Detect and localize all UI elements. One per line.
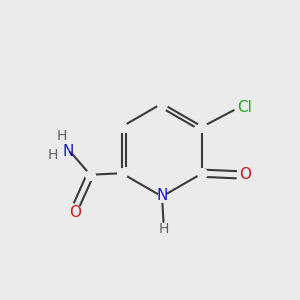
Text: N: N <box>156 188 168 203</box>
Text: Cl: Cl <box>237 100 252 115</box>
Text: O: O <box>69 205 81 220</box>
Text: H: H <box>47 148 58 162</box>
Text: H: H <box>56 129 67 143</box>
Text: N: N <box>63 144 74 158</box>
Text: O: O <box>239 167 251 182</box>
Text: H: H <box>158 222 169 236</box>
